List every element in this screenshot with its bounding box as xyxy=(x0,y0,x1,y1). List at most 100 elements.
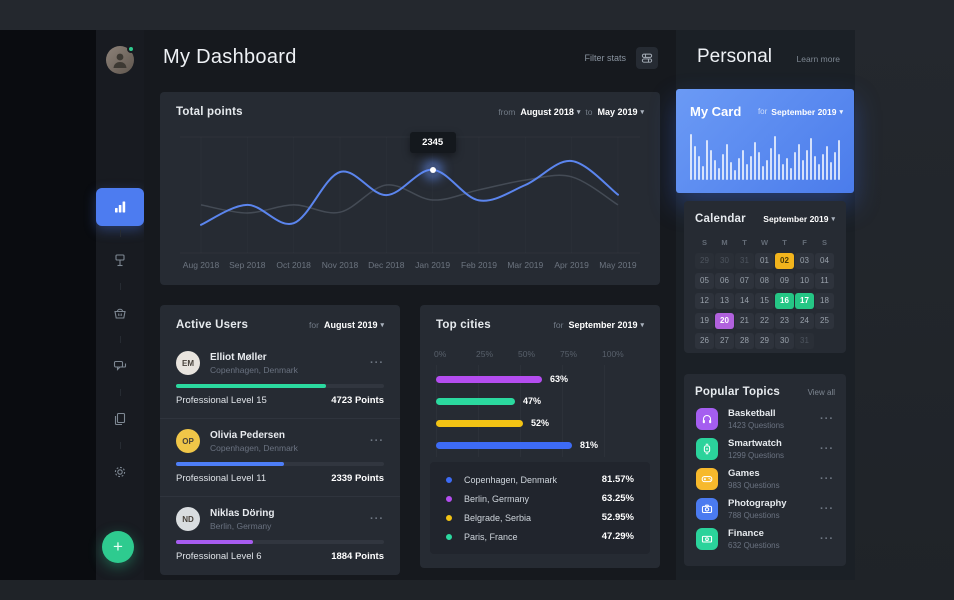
calendar-day[interactable]: 11 xyxy=(815,273,834,289)
more-options-icon[interactable]: ··· xyxy=(370,513,384,525)
view-all-link[interactable]: View all xyxy=(807,387,835,397)
top-cities-period-dropdown[interactable]: September 2019 ▾ xyxy=(568,320,644,330)
to-date-dropdown[interactable]: May 2019 ▾ xyxy=(597,107,644,117)
calendar-day[interactable]: 14 xyxy=(735,293,754,309)
more-options-icon[interactable]: ··· xyxy=(820,503,834,515)
filter-stats-button[interactable] xyxy=(636,46,658,69)
more-options-icon[interactable]: ··· xyxy=(820,413,834,425)
calendar-day[interactable]: 07 xyxy=(735,273,754,289)
sidebar-item-shop[interactable] xyxy=(96,294,144,332)
sidebar-item-messages[interactable] xyxy=(96,347,144,385)
calendar-day[interactable]: 31 xyxy=(795,333,814,349)
calendar-day[interactable]: 17 xyxy=(795,293,814,309)
chevron-down-icon: ▾ xyxy=(839,108,843,116)
calendar-day[interactable]: 16 xyxy=(775,293,794,309)
sidebar-item-dashboard[interactable] xyxy=(96,188,144,226)
personal-title: Personal xyxy=(697,46,772,67)
period-value: September 2019 xyxy=(771,106,837,117)
topic-name: Finance xyxy=(728,528,764,539)
waveform-bar xyxy=(826,146,828,180)
calendar-day[interactable]: 29 xyxy=(755,333,774,349)
legend-ring-icon xyxy=(446,495,452,502)
add-button[interactable]: + xyxy=(102,531,134,563)
calendar-day[interactable]: 31 xyxy=(735,253,754,269)
calendar-day[interactable]: 12 xyxy=(695,293,714,309)
waveform-bar xyxy=(814,156,816,180)
calendar-day[interactable]: 26 xyxy=(695,333,714,349)
sidebar-item-settings[interactable] xyxy=(96,453,144,491)
avatar: EM xyxy=(176,351,200,375)
calendar-day[interactable]: 30 xyxy=(715,253,734,269)
chevron-down-icon: ▾ xyxy=(640,322,644,329)
legend-value: 81.57% xyxy=(601,474,634,485)
topic-row: Smartwatch 1299 Questions ··· xyxy=(696,438,834,460)
waveform-bar xyxy=(722,154,724,180)
sidebar-item-milestones[interactable] xyxy=(96,241,144,279)
more-options-icon[interactable]: ··· xyxy=(370,357,384,369)
total-points-title: Total points xyxy=(176,106,243,118)
calendar-day[interactable]: 05 xyxy=(695,273,714,289)
calendar-day[interactable]: 04 xyxy=(815,253,834,269)
calendar-day[interactable]: 23 xyxy=(775,313,794,329)
calendar-day[interactable]: 20 xyxy=(715,313,734,329)
from-date-value: August 2018 xyxy=(520,107,574,117)
period-value: August 2019 xyxy=(323,320,378,330)
chart-data-point[interactable] xyxy=(425,162,440,177)
calendar-day[interactable]: 02 xyxy=(775,253,794,269)
active-users-period-dropdown[interactable]: August 2019 ▾ xyxy=(324,320,384,330)
calendar-day[interactable]: 01 xyxy=(755,253,774,269)
calendar-day[interactable]: 27 xyxy=(715,333,734,349)
axis-tick-label: 0% xyxy=(434,349,447,359)
calendar-day[interactable]: 28 xyxy=(735,333,754,349)
profile-avatar[interactable] xyxy=(106,45,135,74)
calendar-day[interactable]: 22 xyxy=(755,313,774,329)
x-axis-label: Aug 2018 xyxy=(182,260,220,270)
topic-name: Smartwatch xyxy=(728,438,782,449)
more-options-icon[interactable]: ··· xyxy=(820,533,834,545)
calendar-day[interactable]: 18 xyxy=(815,293,834,309)
calendar-day[interactable]: 30 xyxy=(775,333,794,349)
active-users-panel: Active Users for August 2019 ▾ EM Elliot M… xyxy=(160,305,400,575)
legend-row: Belgrade, Serbia 52.95% xyxy=(446,508,634,527)
calendar-day[interactable]: 19 xyxy=(695,313,714,329)
city-bar xyxy=(436,420,523,427)
calendar-day[interactable]: 15 xyxy=(755,293,774,309)
calendar-day[interactable]: 25 xyxy=(815,313,834,329)
calendar-day[interactable]: 24 xyxy=(795,313,814,329)
calendar-day[interactable]: 29 xyxy=(695,253,714,269)
more-options-icon[interactable]: ··· xyxy=(370,435,384,447)
rail-separator xyxy=(119,442,121,449)
calendar-day[interactable]: 08 xyxy=(755,273,774,289)
learn-more-link[interactable]: Learn more xyxy=(796,54,840,64)
activity-waveform xyxy=(690,130,840,180)
waveform-bar xyxy=(810,138,812,180)
calendar-month-dropdown[interactable]: September 2019 ▾ xyxy=(763,214,835,224)
more-options-icon[interactable]: ··· xyxy=(820,443,834,455)
progress-track xyxy=(176,462,384,466)
city-bar xyxy=(436,376,542,383)
more-options-icon[interactable]: ··· xyxy=(820,473,834,485)
period-label: for xyxy=(309,320,319,330)
legend-ring-icon xyxy=(446,533,452,540)
from-date-dropdown[interactable]: August 2018 ▾ xyxy=(520,107,580,117)
calendar-day[interactable]: 09 xyxy=(775,273,794,289)
rail-separator xyxy=(119,336,121,343)
calendar-day[interactable]: 13 xyxy=(715,293,734,309)
to-date-value: May 2019 xyxy=(597,107,638,117)
smartwatch-icon xyxy=(696,438,718,460)
plus-icon: + xyxy=(113,537,123,556)
calendar-day[interactable]: 03 xyxy=(795,253,814,269)
my-card-period-dropdown[interactable]: September 2019 ▾ xyxy=(771,107,843,117)
calendar-day[interactable]: 10 xyxy=(795,273,814,289)
waveform-bar xyxy=(838,140,840,180)
filter-stats-label[interactable]: Filter stats xyxy=(584,52,626,63)
topic-name: Games xyxy=(728,468,760,479)
person-silhouette-icon xyxy=(113,53,127,68)
waveform-bar xyxy=(754,142,756,180)
avatar: OP xyxy=(176,429,200,453)
calendar-day[interactable]: 06 xyxy=(715,273,734,289)
calendar-day[interactable]: 21 xyxy=(735,313,754,329)
progress-fill xyxy=(176,540,253,544)
sidebar-item-documents[interactable] xyxy=(96,400,144,438)
topic-name: Basketball xyxy=(728,408,776,419)
